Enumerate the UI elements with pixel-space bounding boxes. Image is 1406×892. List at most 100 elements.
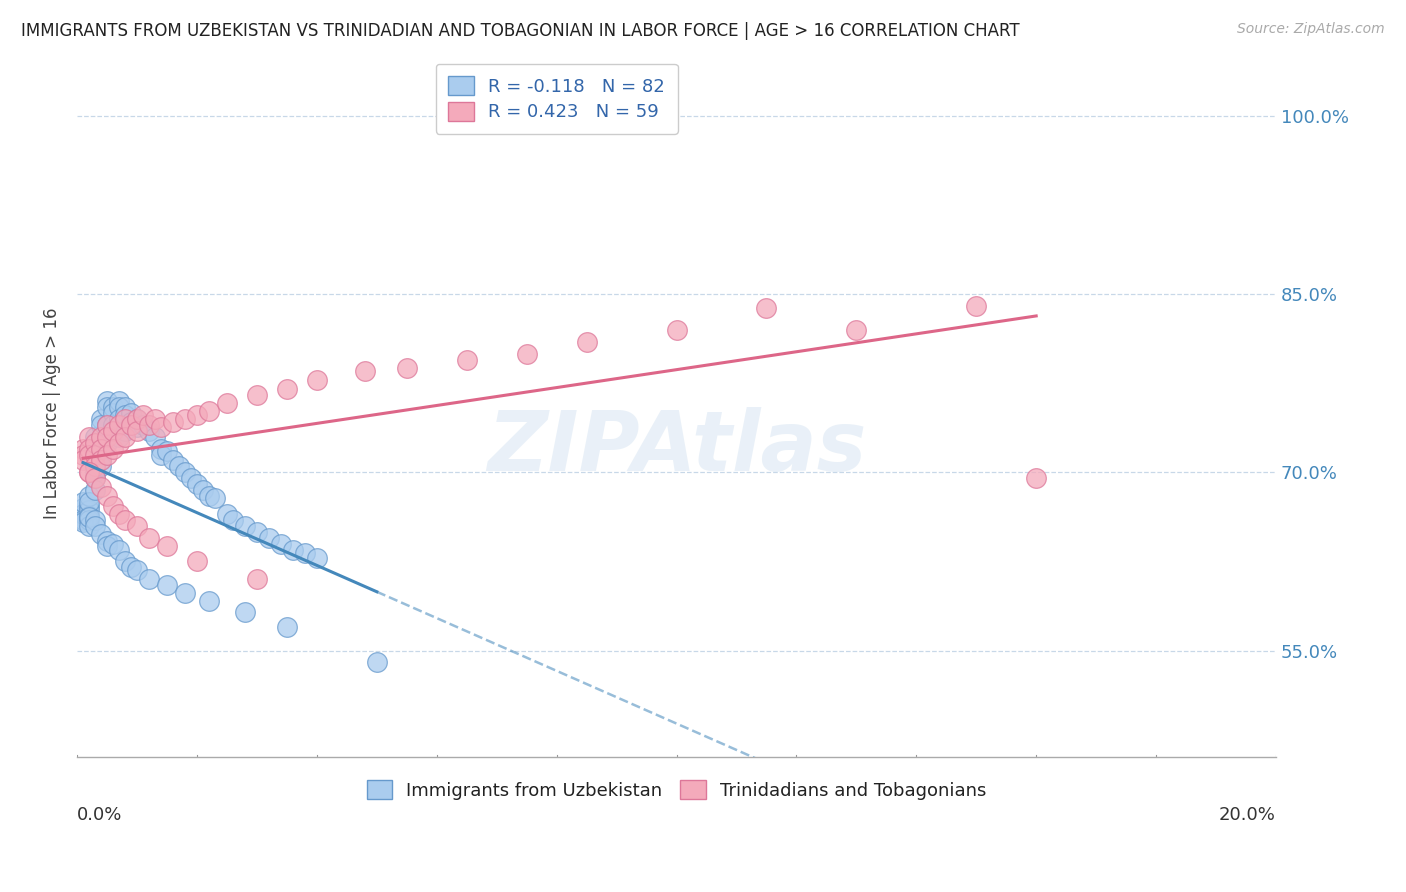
Point <box>108 400 131 414</box>
Point <box>114 430 136 444</box>
Legend: Immigrants from Uzbekistan, Trinidadians and Tobagonians: Immigrants from Uzbekistan, Trinidadians… <box>356 770 997 810</box>
Point <box>96 534 118 549</box>
Point <box>198 489 221 503</box>
Point <box>186 477 208 491</box>
Y-axis label: In Labor Force | Age > 16: In Labor Force | Age > 16 <box>44 307 60 519</box>
Point <box>77 448 100 462</box>
Point <box>276 382 298 396</box>
Point <box>257 531 280 545</box>
Point <box>101 499 124 513</box>
Point <box>162 453 184 467</box>
Point <box>270 536 292 550</box>
Point <box>96 400 118 414</box>
Point <box>96 394 118 409</box>
Point <box>96 539 118 553</box>
Point <box>84 430 107 444</box>
Point <box>101 536 124 550</box>
Point <box>755 301 778 316</box>
Point <box>575 334 598 349</box>
Point <box>72 453 94 467</box>
Point <box>84 435 107 450</box>
Point <box>72 448 94 462</box>
Point <box>305 550 328 565</box>
Point <box>138 572 160 586</box>
Point <box>72 507 94 521</box>
Point <box>167 459 190 474</box>
Point <box>516 346 538 360</box>
Text: 0.0%: 0.0% <box>77 805 122 823</box>
Point <box>96 435 118 450</box>
Point <box>90 442 112 456</box>
Point <box>132 417 155 432</box>
Point <box>125 518 148 533</box>
Point <box>90 480 112 494</box>
Point <box>90 430 112 444</box>
Point <box>125 412 148 426</box>
Point <box>101 406 124 420</box>
Point <box>77 466 100 480</box>
Point <box>845 323 868 337</box>
Point <box>77 509 100 524</box>
Point <box>120 416 142 430</box>
Point <box>174 466 197 480</box>
Point <box>96 489 118 503</box>
Point <box>246 388 269 402</box>
Point <box>281 542 304 557</box>
Point <box>174 412 197 426</box>
Point <box>198 593 221 607</box>
Point <box>125 420 148 434</box>
Point <box>125 412 148 426</box>
Point <box>150 442 173 456</box>
Point <box>215 396 238 410</box>
Point <box>180 471 202 485</box>
Point <box>101 417 124 432</box>
Point <box>665 323 688 337</box>
Point <box>143 430 166 444</box>
Point <box>72 495 94 509</box>
Point <box>108 412 131 426</box>
Point <box>114 412 136 426</box>
Point <box>72 500 94 515</box>
Text: 20.0%: 20.0% <box>1219 805 1277 823</box>
Point <box>96 417 118 432</box>
Point <box>965 299 987 313</box>
Point <box>276 620 298 634</box>
Point <box>96 448 118 462</box>
Point <box>96 417 118 432</box>
Point <box>222 513 245 527</box>
Point <box>204 491 226 506</box>
Point <box>84 448 107 462</box>
Point <box>77 513 100 527</box>
Point <box>84 448 107 462</box>
Point <box>72 442 94 456</box>
Point <box>84 442 107 456</box>
Point <box>108 417 131 432</box>
Point <box>77 518 100 533</box>
Point <box>156 444 179 458</box>
Point <box>294 546 316 560</box>
Point <box>108 507 131 521</box>
Text: ZIPAtlas: ZIPAtlas <box>486 407 866 488</box>
Point <box>77 489 100 503</box>
Point <box>186 554 208 568</box>
Point <box>90 453 112 467</box>
Point <box>77 430 100 444</box>
Point <box>77 499 100 513</box>
Point <box>84 483 107 498</box>
Point <box>1025 471 1047 485</box>
Point <box>114 400 136 414</box>
Point <box>101 400 124 414</box>
Point <box>114 424 136 438</box>
Point <box>72 515 94 529</box>
Point <box>84 518 107 533</box>
Point <box>90 527 112 541</box>
Point <box>125 424 148 438</box>
Point <box>138 531 160 545</box>
Point <box>108 430 131 444</box>
Point <box>77 442 100 456</box>
Point <box>84 466 107 480</box>
Point <box>150 420 173 434</box>
Point <box>114 409 136 423</box>
Point <box>84 459 107 474</box>
Point <box>174 586 197 600</box>
